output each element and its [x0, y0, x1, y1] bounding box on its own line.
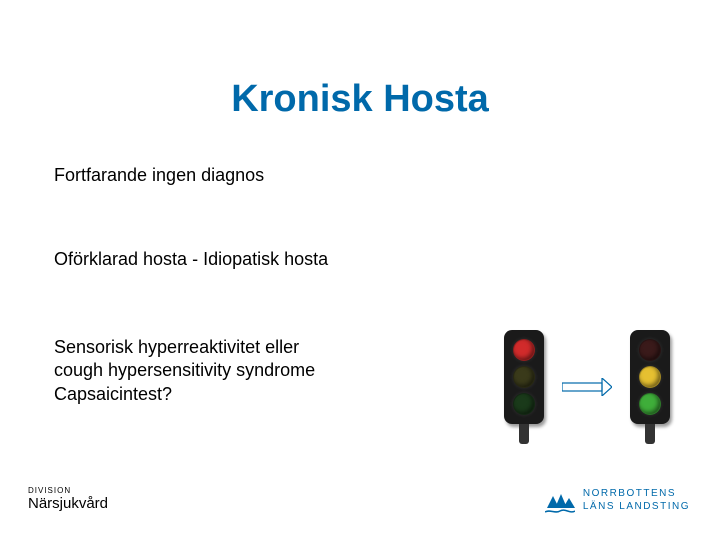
slide-title: Kronisk Hosta [0, 78, 720, 121]
light-red [513, 339, 535, 361]
footer-division: DIVISION Närsjukvård [28, 486, 108, 512]
traffic-light-right [630, 330, 670, 444]
paragraph-3-line-3: Capsaicintest? [54, 384, 172, 404]
footer-text: Närsjukvård [28, 495, 108, 512]
logo-text: NORRBOTTENS LÄNS LANDSTING [583, 487, 690, 513]
light-green [513, 393, 535, 415]
paragraph-3: Sensorisk hyperreaktivitet eller cough h… [54, 336, 374, 406]
light-yellow [513, 366, 535, 388]
light-yellow [639, 366, 661, 388]
logo-text-line-2: LÄNS LANDSTING [583, 501, 690, 512]
arrow-icon [562, 378, 612, 396]
traffic-light-body [504, 330, 544, 424]
light-red [639, 339, 661, 361]
logo: NORRBOTTENS LÄNS LANDSTING [545, 486, 690, 514]
light-green [639, 393, 661, 415]
traffic-light-body [630, 330, 670, 424]
logo-icon [545, 486, 575, 514]
traffic-light-pole [645, 424, 655, 444]
logo-text-line-1: NORRBOTTENS [583, 488, 676, 499]
traffic-light-pole [519, 424, 529, 444]
paragraph-1: Fortfarande ingen diagnos [54, 164, 264, 187]
paragraph-2: Oförklarad hosta - Idiopatisk hosta [54, 248, 328, 271]
traffic-light-graphic [504, 330, 670, 444]
paragraph-3-line-1: Sensorisk hyperreaktivitet eller [54, 337, 299, 357]
traffic-light-left [504, 330, 544, 444]
paragraph-3-line-2: cough hypersensitivity syndrome [54, 360, 315, 380]
footer-label: DIVISION [28, 486, 108, 495]
